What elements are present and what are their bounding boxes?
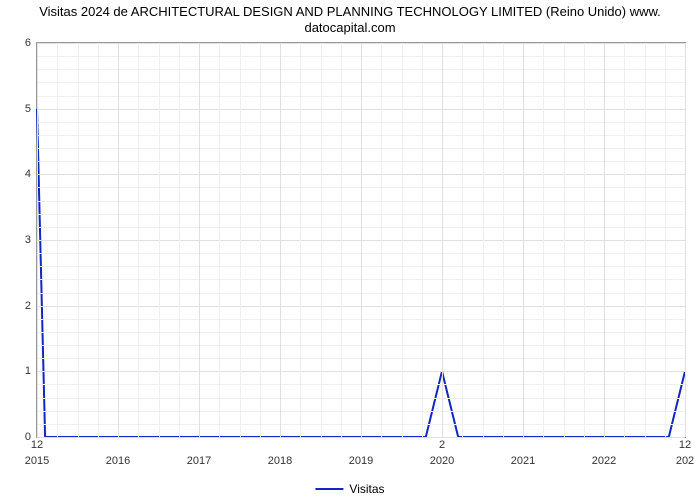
x-tick-label: 2022 xyxy=(592,455,616,467)
y-gridline-major xyxy=(37,437,685,438)
x-gridline-major xyxy=(37,43,38,437)
x-gridline-major xyxy=(361,43,362,437)
y-tick-label: 3 xyxy=(7,234,31,246)
x-gridline-minor xyxy=(462,43,463,437)
plot-area: 0123456201520162017201820192020202120222… xyxy=(36,42,686,438)
x-gridline-minor xyxy=(543,43,544,437)
y-tick-label: 2 xyxy=(7,300,31,312)
x-gridline-minor xyxy=(624,43,625,437)
x-gridline-minor xyxy=(179,43,180,437)
x-tick-label: 2019 xyxy=(349,455,373,467)
x-gridline-minor xyxy=(422,43,423,437)
x-gridline-minor xyxy=(260,43,261,437)
x-gridline-major xyxy=(442,43,443,437)
x-tick-label: 2016 xyxy=(106,455,130,467)
y-tick-label: 1 xyxy=(7,365,31,377)
legend-label: Visitas xyxy=(349,482,384,496)
y-tick-label: 0 xyxy=(7,431,31,443)
x-gridline-major xyxy=(199,43,200,437)
x-gridline-minor xyxy=(645,43,646,437)
legend: Visitas xyxy=(315,482,384,496)
y-tick-label: 5 xyxy=(7,103,31,115)
x-gridline-minor xyxy=(78,43,79,437)
x-gridline-minor xyxy=(584,43,585,437)
x-gridline-major xyxy=(523,43,524,437)
x-gridline-minor xyxy=(381,43,382,437)
x-tick-label: 202 xyxy=(676,455,694,467)
x-gridline-major xyxy=(685,43,686,437)
legend-swatch xyxy=(315,488,343,490)
data-point-label: 12 xyxy=(679,439,691,451)
x-gridline-minor xyxy=(219,43,220,437)
x-gridline-minor xyxy=(240,43,241,437)
visits-chart: Visitas 2024 de ARCHITECTURAL DESIGN AND… xyxy=(0,0,700,500)
x-gridline-minor xyxy=(341,43,342,437)
x-tick-label: 2017 xyxy=(187,455,211,467)
y-tick-label: 4 xyxy=(7,168,31,180)
x-tick-label: 2015 xyxy=(25,455,49,467)
x-gridline-minor xyxy=(503,43,504,437)
x-gridline-minor xyxy=(159,43,160,437)
x-gridline-minor xyxy=(300,43,301,437)
x-gridline-major xyxy=(118,43,119,437)
x-gridline-minor xyxy=(402,43,403,437)
x-tick-label: 2021 xyxy=(511,455,535,467)
x-gridline-minor xyxy=(483,43,484,437)
x-gridline-minor xyxy=(321,43,322,437)
data-point-label: 12 xyxy=(31,439,43,451)
x-tick-label: 2020 xyxy=(430,455,454,467)
x-gridline-minor xyxy=(564,43,565,437)
x-gridline-minor xyxy=(665,43,666,437)
x-gridline-minor xyxy=(138,43,139,437)
x-gridline-major xyxy=(604,43,605,437)
x-gridline-minor xyxy=(98,43,99,437)
chart-title: Visitas 2024 de ARCHITECTURAL DESIGN AND… xyxy=(0,0,700,37)
x-tick-label: 2018 xyxy=(268,455,292,467)
y-tick-label: 6 xyxy=(7,37,31,49)
chart-title-line1: Visitas 2024 de ARCHITECTURAL DESIGN AND… xyxy=(39,4,661,19)
x-gridline-major xyxy=(280,43,281,437)
x-gridline-minor xyxy=(57,43,58,437)
data-point-label: 2 xyxy=(439,439,445,451)
chart-title-line2: datocapital.com xyxy=(304,20,395,35)
